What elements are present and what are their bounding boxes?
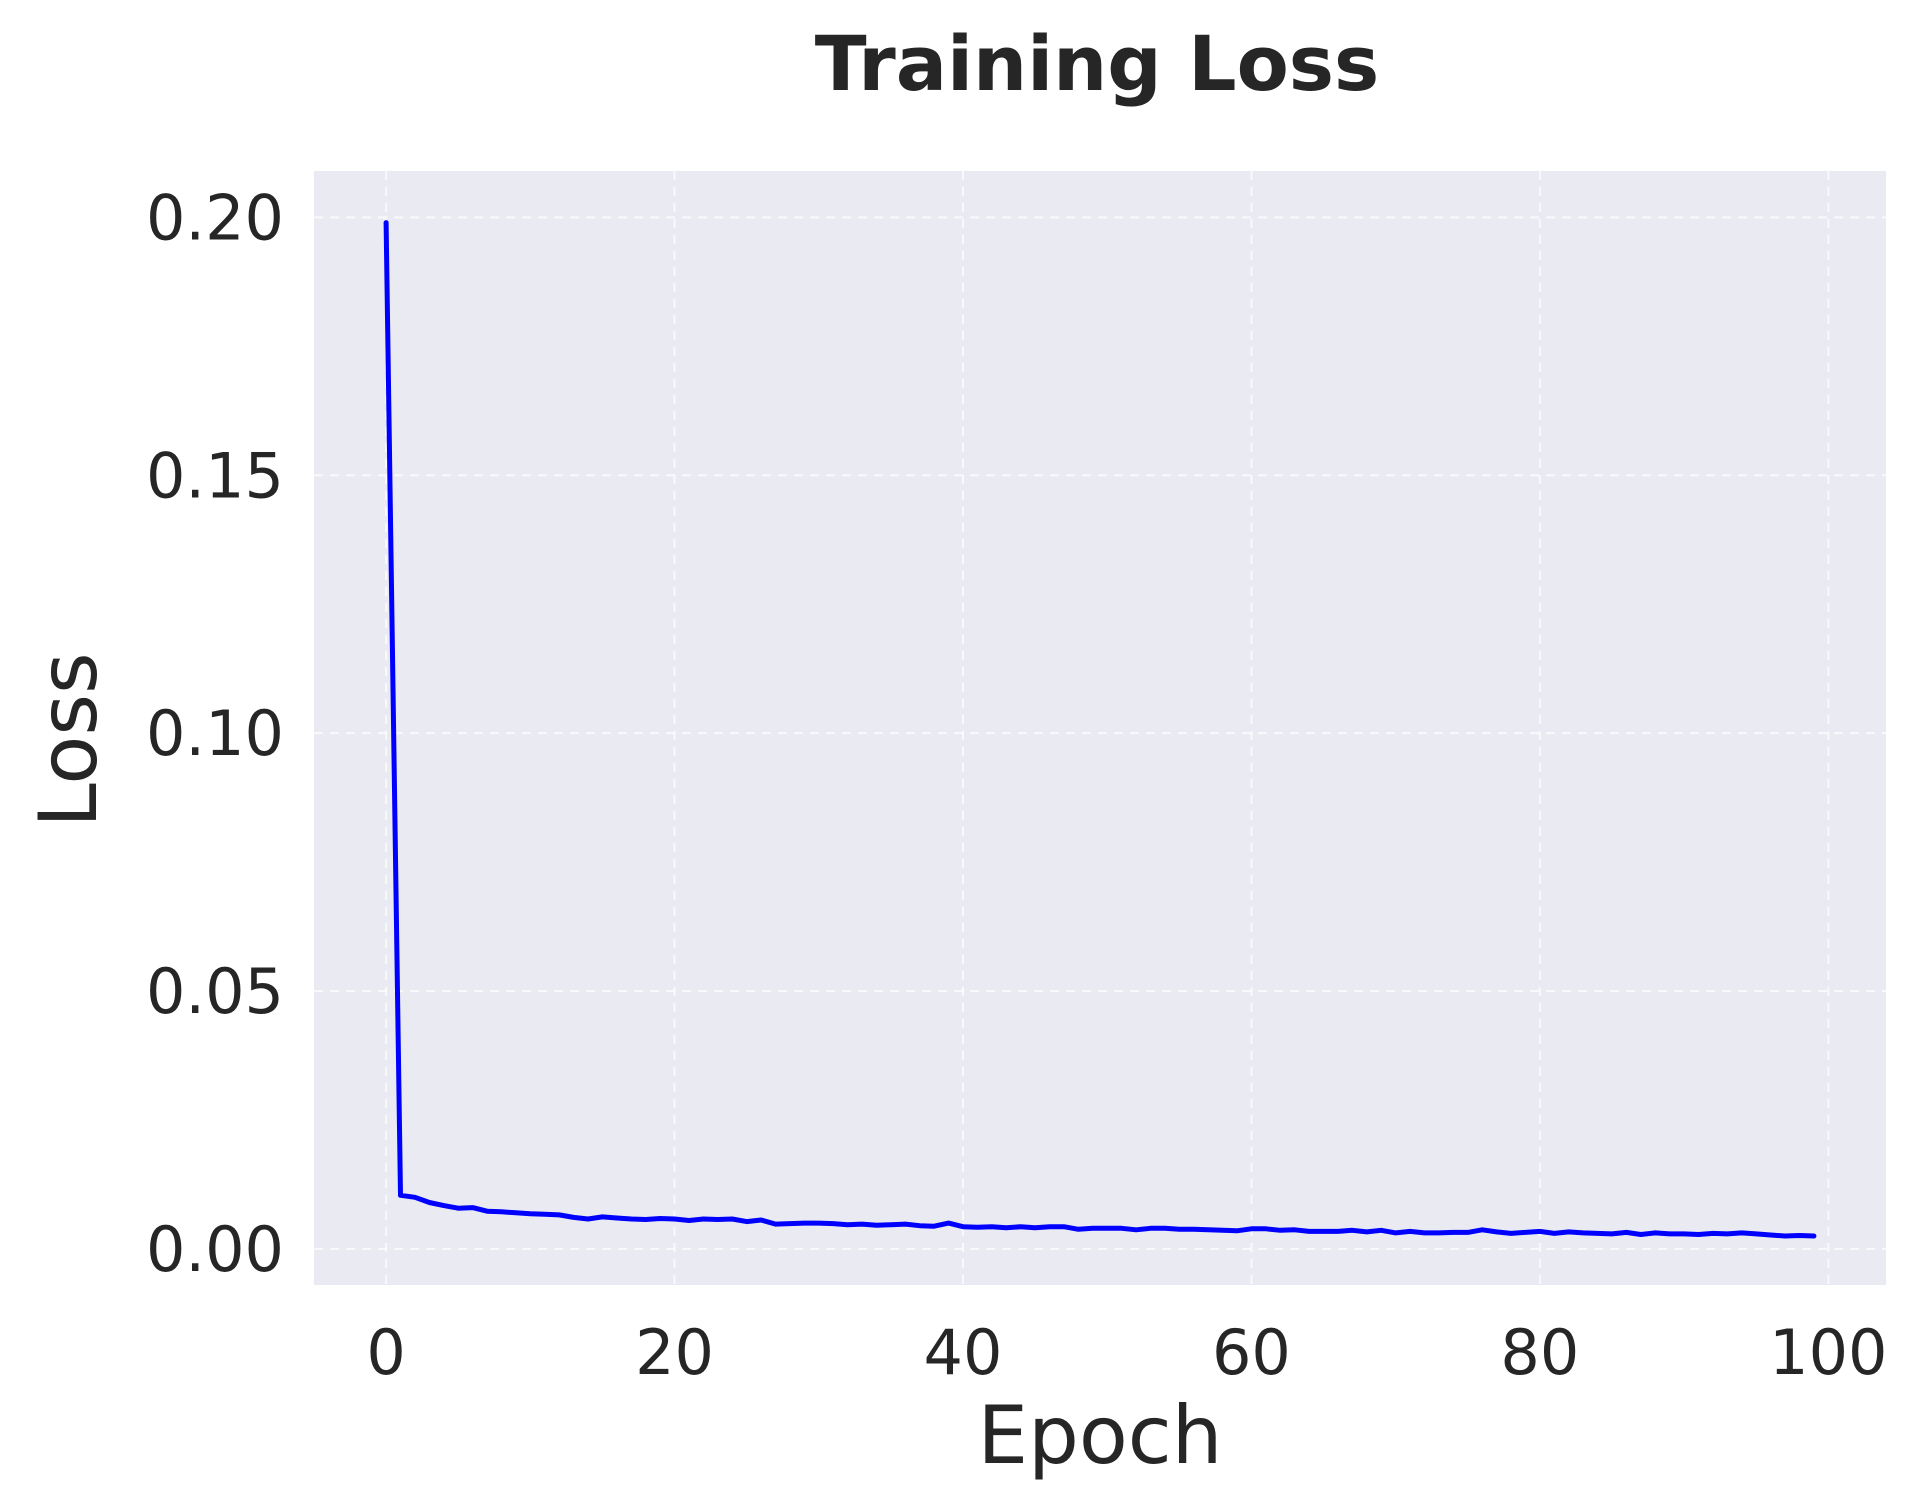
x-axis-label: Epoch	[978, 1389, 1223, 1482]
loss-series-line	[383, 220, 1817, 1239]
grid	[314, 171, 1886, 1285]
series-group	[383, 220, 1817, 1239]
chart-title: Training Loss	[815, 19, 1380, 108]
x-tick-label: 100	[1769, 1316, 1887, 1389]
x-tick-label: 40	[924, 1316, 1003, 1389]
y-tick-label: 0.20	[146, 181, 284, 254]
x-tick-label: 20	[635, 1316, 714, 1389]
x-tick-label: 0	[366, 1316, 405, 1389]
y-tick-labels: 0.00 0.05 0.10 0.15 0.20	[146, 181, 284, 1285]
plot-area	[314, 171, 1886, 1285]
x-tick-label: 80	[1500, 1316, 1579, 1389]
y-tick-label: 0.05	[146, 955, 284, 1028]
x-tick-label: 60	[1212, 1316, 1291, 1389]
x-tick-labels: 0 20 40 60 80 100	[366, 1316, 1887, 1389]
y-axis-label: Loss	[22, 652, 115, 827]
y-tick-label: 0.15	[146, 439, 284, 512]
y-tick-label: 0.00	[146, 1213, 284, 1286]
y-tick-label: 0.10	[146, 697, 284, 770]
